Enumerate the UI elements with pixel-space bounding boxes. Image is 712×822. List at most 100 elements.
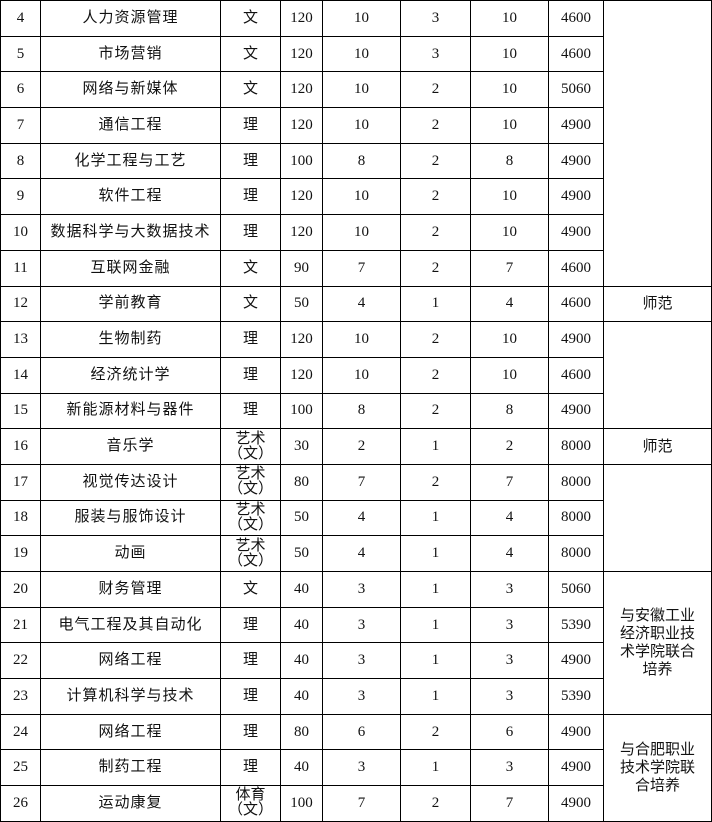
count-a: 7 — [322, 463, 401, 501]
count-c: 4 — [470, 535, 549, 572]
count-b: 1 — [400, 642, 471, 680]
plan-count: 50 — [280, 535, 323, 572]
count-a: 3 — [322, 571, 401, 608]
row-number: 11 — [0, 249, 41, 287]
count-a: 3 — [322, 642, 401, 680]
tuition-fee: 4600 — [548, 0, 604, 37]
plan-count: 40 — [280, 571, 323, 608]
tuition-fee: 4600 — [548, 35, 604, 73]
plan-count: 120 — [280, 321, 323, 358]
major-name: 计算机科学与技术 — [40, 678, 221, 715]
subject-type: 理 — [220, 214, 281, 251]
tuition-fee: 8000 — [548, 428, 604, 465]
count-a: 3 — [322, 678, 401, 715]
major-name: 电气工程及其自动化 — [40, 606, 221, 644]
major-name: 网络工程 — [40, 713, 221, 751]
row-number: 7 — [0, 107, 41, 144]
count-b: 2 — [400, 321, 471, 358]
tuition-fee: 4900 — [548, 214, 604, 251]
tuition-fee: 8000 — [548, 535, 604, 572]
tuition-fee: 8000 — [548, 499, 604, 537]
table-row: 4 人力资源管理文 120 10 3 10 4600 — [0, 0, 712, 287]
row-number: 4 — [0, 0, 41, 37]
count-b: 1 — [400, 499, 471, 537]
tuition-fee: 5390 — [548, 678, 604, 715]
count-a: 8 — [322, 142, 401, 180]
count-b: 1 — [400, 428, 471, 465]
plan-count: 40 — [280, 678, 323, 715]
subject-type: 艺术 （文） — [220, 535, 281, 572]
note: 师范 — [603, 428, 712, 465]
count-c: 7 — [470, 785, 549, 822]
count-c: 3 — [470, 606, 549, 644]
count-a: 10 — [322, 356, 401, 394]
tuition-fee: 4900 — [548, 642, 604, 680]
table-row: 10 数据科学与大数据技术理 120 10 2 10 4900 — [0, 214, 712, 251]
major-name: 动画 — [40, 535, 221, 572]
table-row: 9 软件工程理 120 10 2 10 4900 — [0, 178, 712, 216]
table-row: 16 音乐学 艺术 （文） 30 2 1 2 8000 师范 — [0, 428, 712, 465]
major-name: 化学工程与工艺 — [40, 142, 221, 180]
count-a: 7 — [322, 249, 401, 287]
count-b: 3 — [400, 0, 471, 37]
count-a: 2 — [322, 428, 401, 465]
count-c: 8 — [470, 392, 549, 430]
plan-count: 30 — [280, 428, 323, 465]
count-a: 10 — [322, 0, 401, 37]
count-a: 10 — [322, 107, 401, 144]
subject-type: 文 — [220, 249, 281, 287]
row-number: 12 — [0, 285, 41, 323]
plan-count: 120 — [280, 35, 323, 73]
count-a: 10 — [322, 35, 401, 73]
row-number: 6 — [0, 71, 41, 109]
count-b: 2 — [400, 142, 471, 180]
count-a: 4 — [322, 535, 401, 572]
count-c: 10 — [470, 214, 549, 251]
note: 师范 — [603, 285, 712, 323]
major-name: 运动康复 — [40, 785, 221, 822]
tuition-fee: 5060 — [548, 571, 604, 608]
row-number: 26 — [0, 785, 41, 822]
row-number: 8 — [0, 142, 41, 180]
row-number: 16 — [0, 428, 41, 465]
major-name: 数据科学与大数据技术 — [40, 214, 221, 251]
row-number: 14 — [0, 356, 41, 394]
count-a: 7 — [322, 785, 401, 822]
row-number: 22 — [0, 642, 41, 680]
tuition-fee: 4600 — [548, 285, 604, 323]
tuition-fee: 5060 — [548, 71, 604, 109]
row-number: 25 — [0, 749, 41, 787]
major-name: 视觉传达设计 — [40, 463, 221, 501]
major-name: 市场营销 — [40, 35, 221, 73]
major-name: 制药工程 — [40, 749, 221, 787]
row-number: 15 — [0, 392, 41, 430]
count-c: 3 — [470, 642, 549, 680]
count-b: 1 — [400, 285, 471, 323]
count-c: 2 — [470, 428, 549, 465]
row-number: 19 — [0, 535, 41, 572]
tuition-fee: 8000 — [548, 463, 604, 501]
row-number: 13 — [0, 321, 41, 358]
table-row: 14 经济统计学理 120 10 2 10 4600 — [0, 356, 712, 394]
note — [603, 0, 712, 287]
note: 与安徽工业 经济职业技 术学院联合 培养 — [603, 571, 712, 715]
major-name: 新能源材料与器件 — [40, 392, 221, 430]
table-row: 26 运动康复 体育 （文） 100 7 2 7 4900 — [0, 785, 712, 822]
subject-type: 理 — [220, 606, 281, 644]
count-c: 7 — [470, 463, 549, 501]
count-b: 3 — [400, 35, 471, 73]
count-a: 8 — [322, 392, 401, 430]
major-name: 服装与服饰设计 — [40, 499, 221, 537]
row-number: 20 — [0, 571, 41, 608]
count-a: 6 — [322, 713, 401, 751]
count-b: 2 — [400, 463, 471, 501]
plan-count: 120 — [280, 71, 323, 109]
table-row: 24 网络工程理 80 6 2 6 4900 与合肥职业 技术学院联 合培养 — [0, 713, 712, 822]
subject-type: 艺术 （文） — [220, 428, 281, 465]
plan-count: 80 — [280, 463, 323, 501]
plan-count: 40 — [280, 606, 323, 644]
count-c: 6 — [470, 713, 549, 751]
count-a: 10 — [322, 71, 401, 109]
major-name: 音乐学 — [40, 428, 221, 465]
